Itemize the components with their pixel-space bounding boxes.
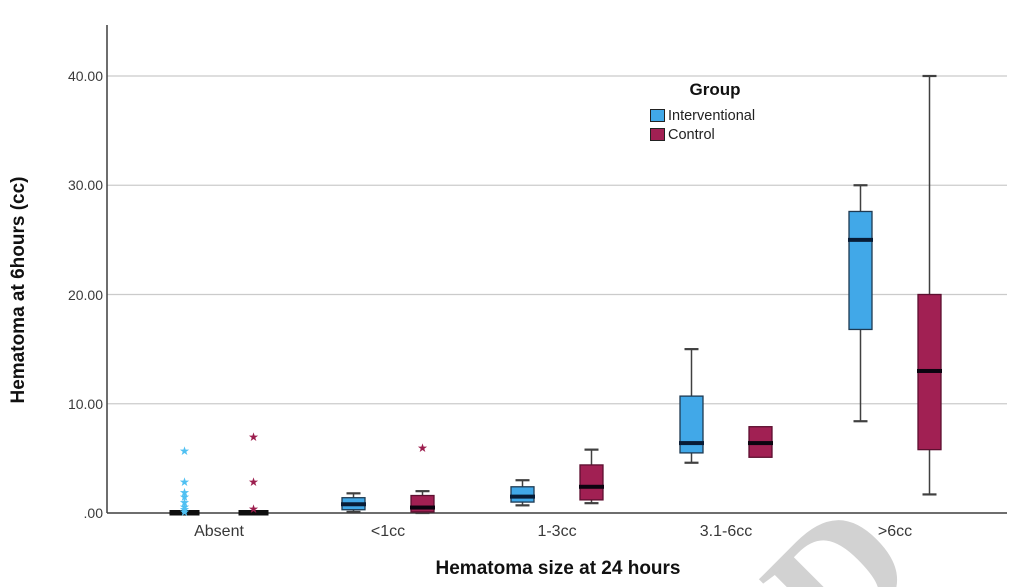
median-line (679, 441, 704, 446)
box-iqr (579, 464, 604, 501)
median-line (341, 502, 366, 507)
outlier-star-icon: ★ (179, 486, 190, 500)
median-line (410, 505, 435, 510)
outlier-star-icon: ★ (417, 441, 428, 455)
collapsed-box (169, 510, 200, 516)
median-line (579, 484, 604, 489)
median-line (748, 441, 773, 446)
box-iqr (848, 210, 873, 331)
outlier-star-icon: ★ (179, 444, 190, 458)
median-line (848, 237, 873, 242)
collapsed-box (238, 510, 269, 516)
outlier-star-icon: ★ (179, 503, 190, 517)
outlier-star-icon: ★ (179, 490, 190, 504)
median-line (917, 368, 942, 373)
median-line (510, 494, 535, 499)
box-iqr (679, 395, 704, 454)
outlier-star-icon: ★ (179, 496, 190, 510)
outlier-star-icon: ★ (248, 430, 259, 444)
outlier-star-icon: ★ (179, 500, 190, 514)
box-iqr (510, 486, 535, 503)
outlier-star-icon: ★ (179, 475, 190, 489)
outlier-star-icon: ★ (248, 475, 259, 489)
outlier-star-icon: ★ (248, 502, 259, 516)
outlier-star-icon: ★ (179, 505, 190, 519)
